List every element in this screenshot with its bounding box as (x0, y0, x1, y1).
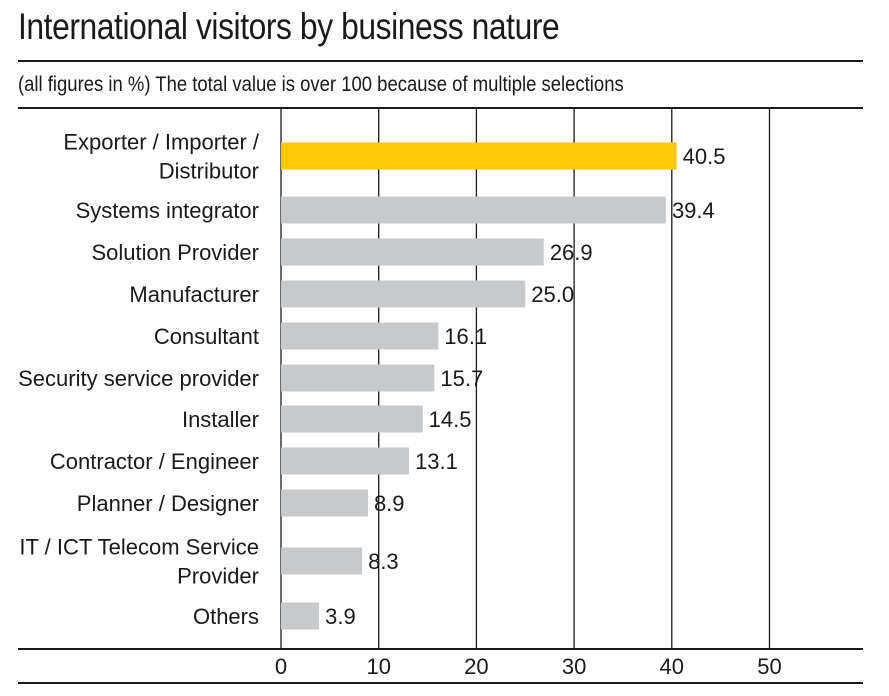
bar-8 (281, 489, 368, 517)
title-rule (18, 60, 863, 62)
subtitle-rule (18, 107, 863, 109)
value-label: 39.4 (672, 198, 715, 223)
x-tick-label: 40 (660, 654, 684, 679)
value-label: 15.7 (440, 366, 483, 391)
x-tick-label: 10 (366, 654, 390, 679)
bar-0 (281, 142, 677, 170)
value-label: 16.1 (444, 324, 487, 349)
x-tick-label: 30 (562, 654, 586, 679)
bar-3 (281, 280, 526, 308)
x-tick-label: 20 (464, 654, 488, 679)
bar-10 (281, 602, 320, 630)
category-label: Solution Provider (91, 240, 259, 265)
bar-9 (281, 547, 363, 575)
bar-6 (281, 405, 423, 433)
category-label: Consultant (154, 324, 259, 349)
axis-top-rule (18, 648, 863, 650)
category-label: Contractor / Engineer (50, 449, 259, 474)
category-label: Exporter / Importer / (63, 130, 260, 155)
category-label: Installer (182, 407, 259, 432)
x-tick-label: 50 (757, 654, 781, 679)
bar-2 (281, 238, 544, 266)
value-label: 14.5 (429, 407, 472, 432)
value-label: 26.9 (550, 240, 593, 265)
category-label: Systems integrator (76, 198, 259, 223)
category-label: Provider (177, 564, 259, 589)
value-label: 3.9 (325, 604, 356, 629)
value-label: 40.5 (683, 144, 726, 169)
category-label: Manufacturer (129, 282, 259, 307)
bar-5 (281, 364, 435, 392)
category-label: Planner / Designer (77, 491, 259, 516)
category-label: Others (193, 604, 259, 629)
chart-title: International visitors by business natur… (18, 6, 560, 47)
bar-4 (281, 322, 439, 350)
bar-7 (281, 447, 409, 475)
category-label: Security service provider (18, 366, 259, 391)
value-label: 8.9 (374, 491, 405, 516)
x-tick-label: 0 (275, 654, 287, 679)
category-label: IT / ICT Telecom Service (19, 535, 259, 560)
chart-subtitle: (all figures in %) The total value is ov… (18, 73, 624, 96)
axis-bottom-rule (18, 682, 863, 684)
category-label: Distributor (159, 159, 259, 184)
value-label: 8.3 (368, 549, 399, 574)
value-label: 25.0 (531, 282, 574, 307)
bar-1 (281, 196, 666, 224)
value-label: 13.1 (415, 449, 458, 474)
